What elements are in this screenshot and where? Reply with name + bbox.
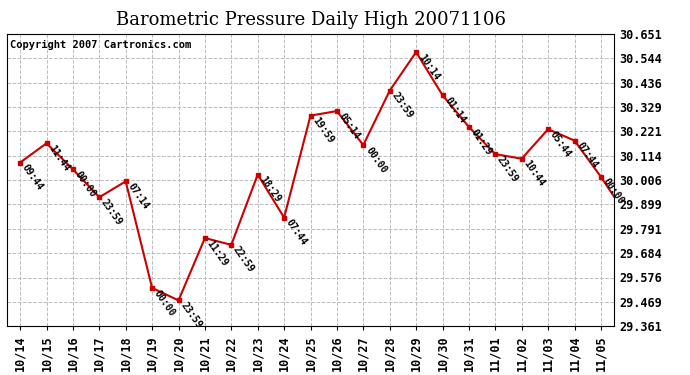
Text: Copyright 2007 Cartronics.com: Copyright 2007 Cartronics.com: [10, 40, 191, 50]
Text: 10:44: 10:44: [522, 159, 546, 189]
Text: 10:14: 10:14: [416, 52, 441, 82]
Text: 23:44: 23:44: [0, 374, 1, 375]
Text: 01:29: 01:29: [469, 127, 494, 157]
Text: 07:44: 07:44: [575, 141, 600, 170]
Text: 23:59: 23:59: [390, 91, 415, 120]
Text: 05:44: 05:44: [548, 129, 573, 159]
Text: 09:44: 09:44: [20, 162, 45, 192]
Text: 11:29: 11:29: [205, 238, 230, 268]
Text: 11:44: 11:44: [46, 143, 72, 173]
Text: 07:14: 07:14: [126, 182, 150, 211]
Text: 05:14: 05:14: [337, 111, 362, 141]
Text: 19:59: 19:59: [310, 116, 335, 146]
Text: 01:14: 01:14: [442, 95, 468, 125]
Text: 07:44: 07:44: [284, 217, 309, 248]
Text: 00:00: 00:00: [601, 177, 626, 207]
Text: 23:59: 23:59: [495, 154, 520, 184]
Text: 00:00: 00:00: [73, 170, 98, 199]
Text: 00:00: 00:00: [364, 145, 388, 175]
Text: Barometric Pressure Daily High 20071106: Barometric Pressure Daily High 20071106: [115, 11, 506, 29]
Text: 00:00: 00:00: [152, 288, 177, 318]
Text: 22:59: 22:59: [231, 245, 257, 274]
Text: 23:59: 23:59: [99, 197, 124, 227]
Text: 18:29: 18:29: [257, 174, 283, 204]
Text: 23:59: 23:59: [179, 300, 204, 330]
